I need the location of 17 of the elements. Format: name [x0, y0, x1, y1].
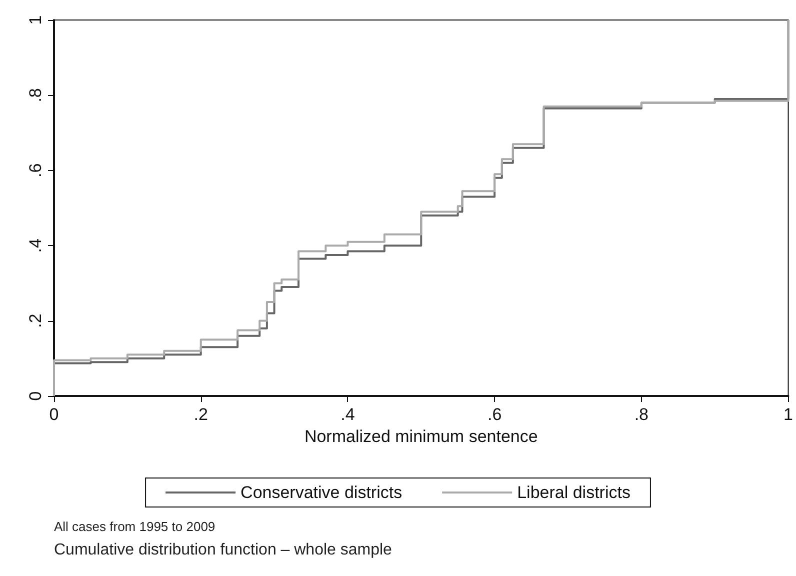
x-tick-label: .4 [340, 405, 355, 424]
y-tick-label: .8 [26, 88, 45, 102]
y-tick-label: .4 [26, 238, 45, 253]
text: All cases from 1995 to 2009 [54, 519, 216, 534]
legend-label: Conservative districts [240, 483, 402, 502]
x-axis-title: Normalized minimum sentence [304, 426, 538, 446]
legend-label: Liberal districts [517, 483, 630, 502]
y-tick-label: 1 [26, 15, 45, 25]
x-tick-label: .2 [194, 405, 208, 424]
x-tick-label: 1 [784, 405, 794, 424]
text: Cumulative distribution function – whole sample [54, 542, 392, 558]
y-tick-label: .6 [26, 163, 45, 178]
x-tick-label: 0 [49, 405, 59, 424]
x-tick-label: .6 [487, 405, 502, 424]
y-tick-label: 0 [26, 391, 45, 401]
y-tick-label: .2 [26, 314, 45, 328]
x-tick-label: .8 [634, 405, 649, 424]
